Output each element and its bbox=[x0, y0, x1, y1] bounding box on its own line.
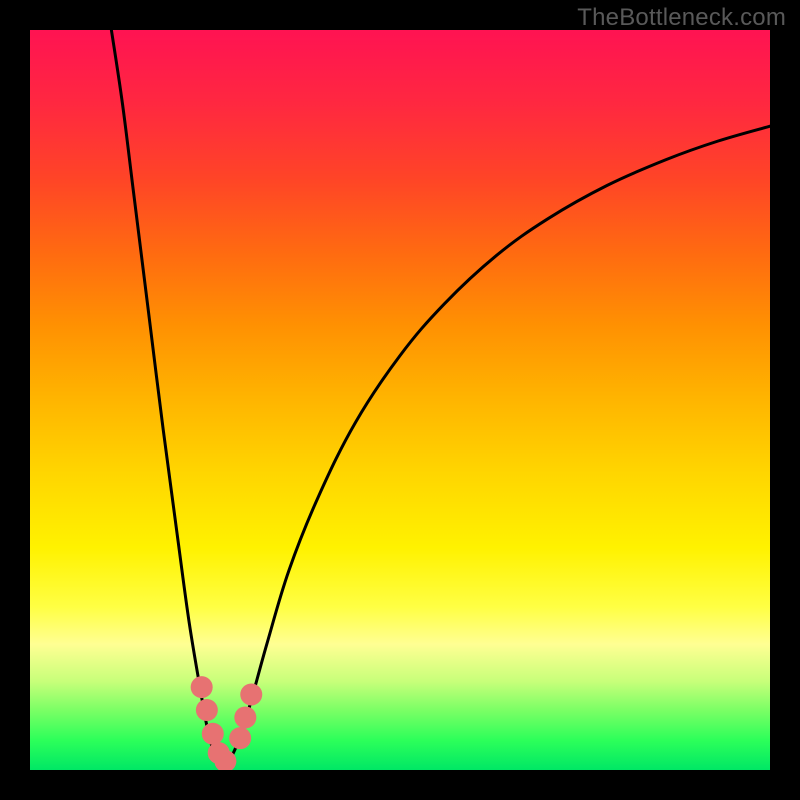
data-marker bbox=[240, 684, 262, 706]
watermark-text: TheBottleneck.com bbox=[577, 4, 786, 32]
data-marker bbox=[196, 699, 218, 721]
data-marker bbox=[229, 727, 251, 749]
data-marker bbox=[234, 706, 256, 728]
data-marker bbox=[191, 676, 213, 698]
chart-svg bbox=[0, 0, 800, 800]
chart-stage: TheBottleneck.com bbox=[0, 0, 800, 800]
data-marker bbox=[202, 723, 224, 745]
plot-bg bbox=[30, 30, 770, 770]
data-marker bbox=[214, 750, 236, 772]
